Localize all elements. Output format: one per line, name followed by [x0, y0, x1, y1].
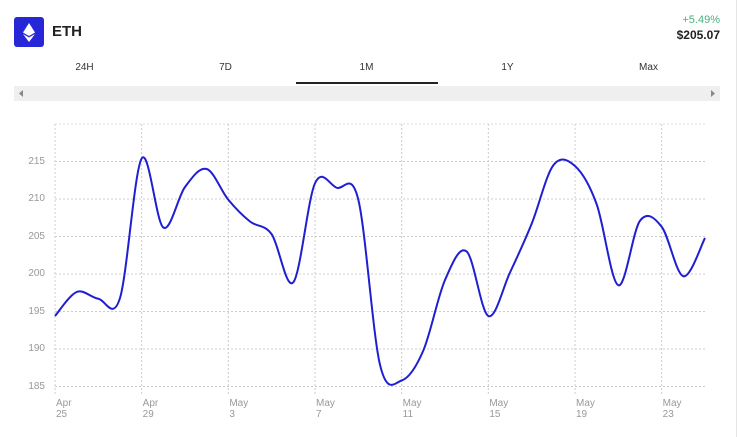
active-tab-underline — [296, 82, 438, 84]
x-tick-label: May 15 — [489, 398, 509, 420]
tab[interactable]: 1Y — [501, 62, 514, 73]
x-tick-label: Apr 29 — [142, 398, 159, 420]
tab[interactable]: 24H — [75, 62, 94, 73]
y-tick-label: 205 — [28, 230, 45, 242]
y-tick-label: 215 — [28, 155, 45, 167]
x-tick-label: Apr 25 — [56, 398, 72, 420]
x-tick-label: May 19 — [576, 398, 595, 420]
price-line — [54, 156, 706, 386]
x-tick-label: May 11 — [402, 398, 422, 420]
y-tick-label: 190 — [28, 343, 45, 354]
y-tick-label: 200 — [28, 268, 45, 279]
x-tick-label: May 23 — [662, 398, 682, 420]
y-tick-label: 210 — [28, 193, 45, 204]
price: $205.07 — [676, 28, 720, 42]
change: +5.49% — [682, 14, 720, 26]
x-tick-label: May 7 — [316, 398, 335, 420]
tab[interactable]: 1M — [359, 62, 374, 73]
y-tick-label: 185 — [28, 380, 45, 392]
x-tick-label: May 3 — [229, 398, 249, 420]
tab[interactable]: Max — [639, 62, 658, 73]
tab[interactable]: 7D — [219, 62, 232, 73]
eth-icon — [14, 17, 44, 47]
symbol: ETH — [52, 23, 82, 40]
y-tick-label: 195 — [28, 305, 45, 317]
scrollbar[interactable] — [14, 86, 720, 101]
